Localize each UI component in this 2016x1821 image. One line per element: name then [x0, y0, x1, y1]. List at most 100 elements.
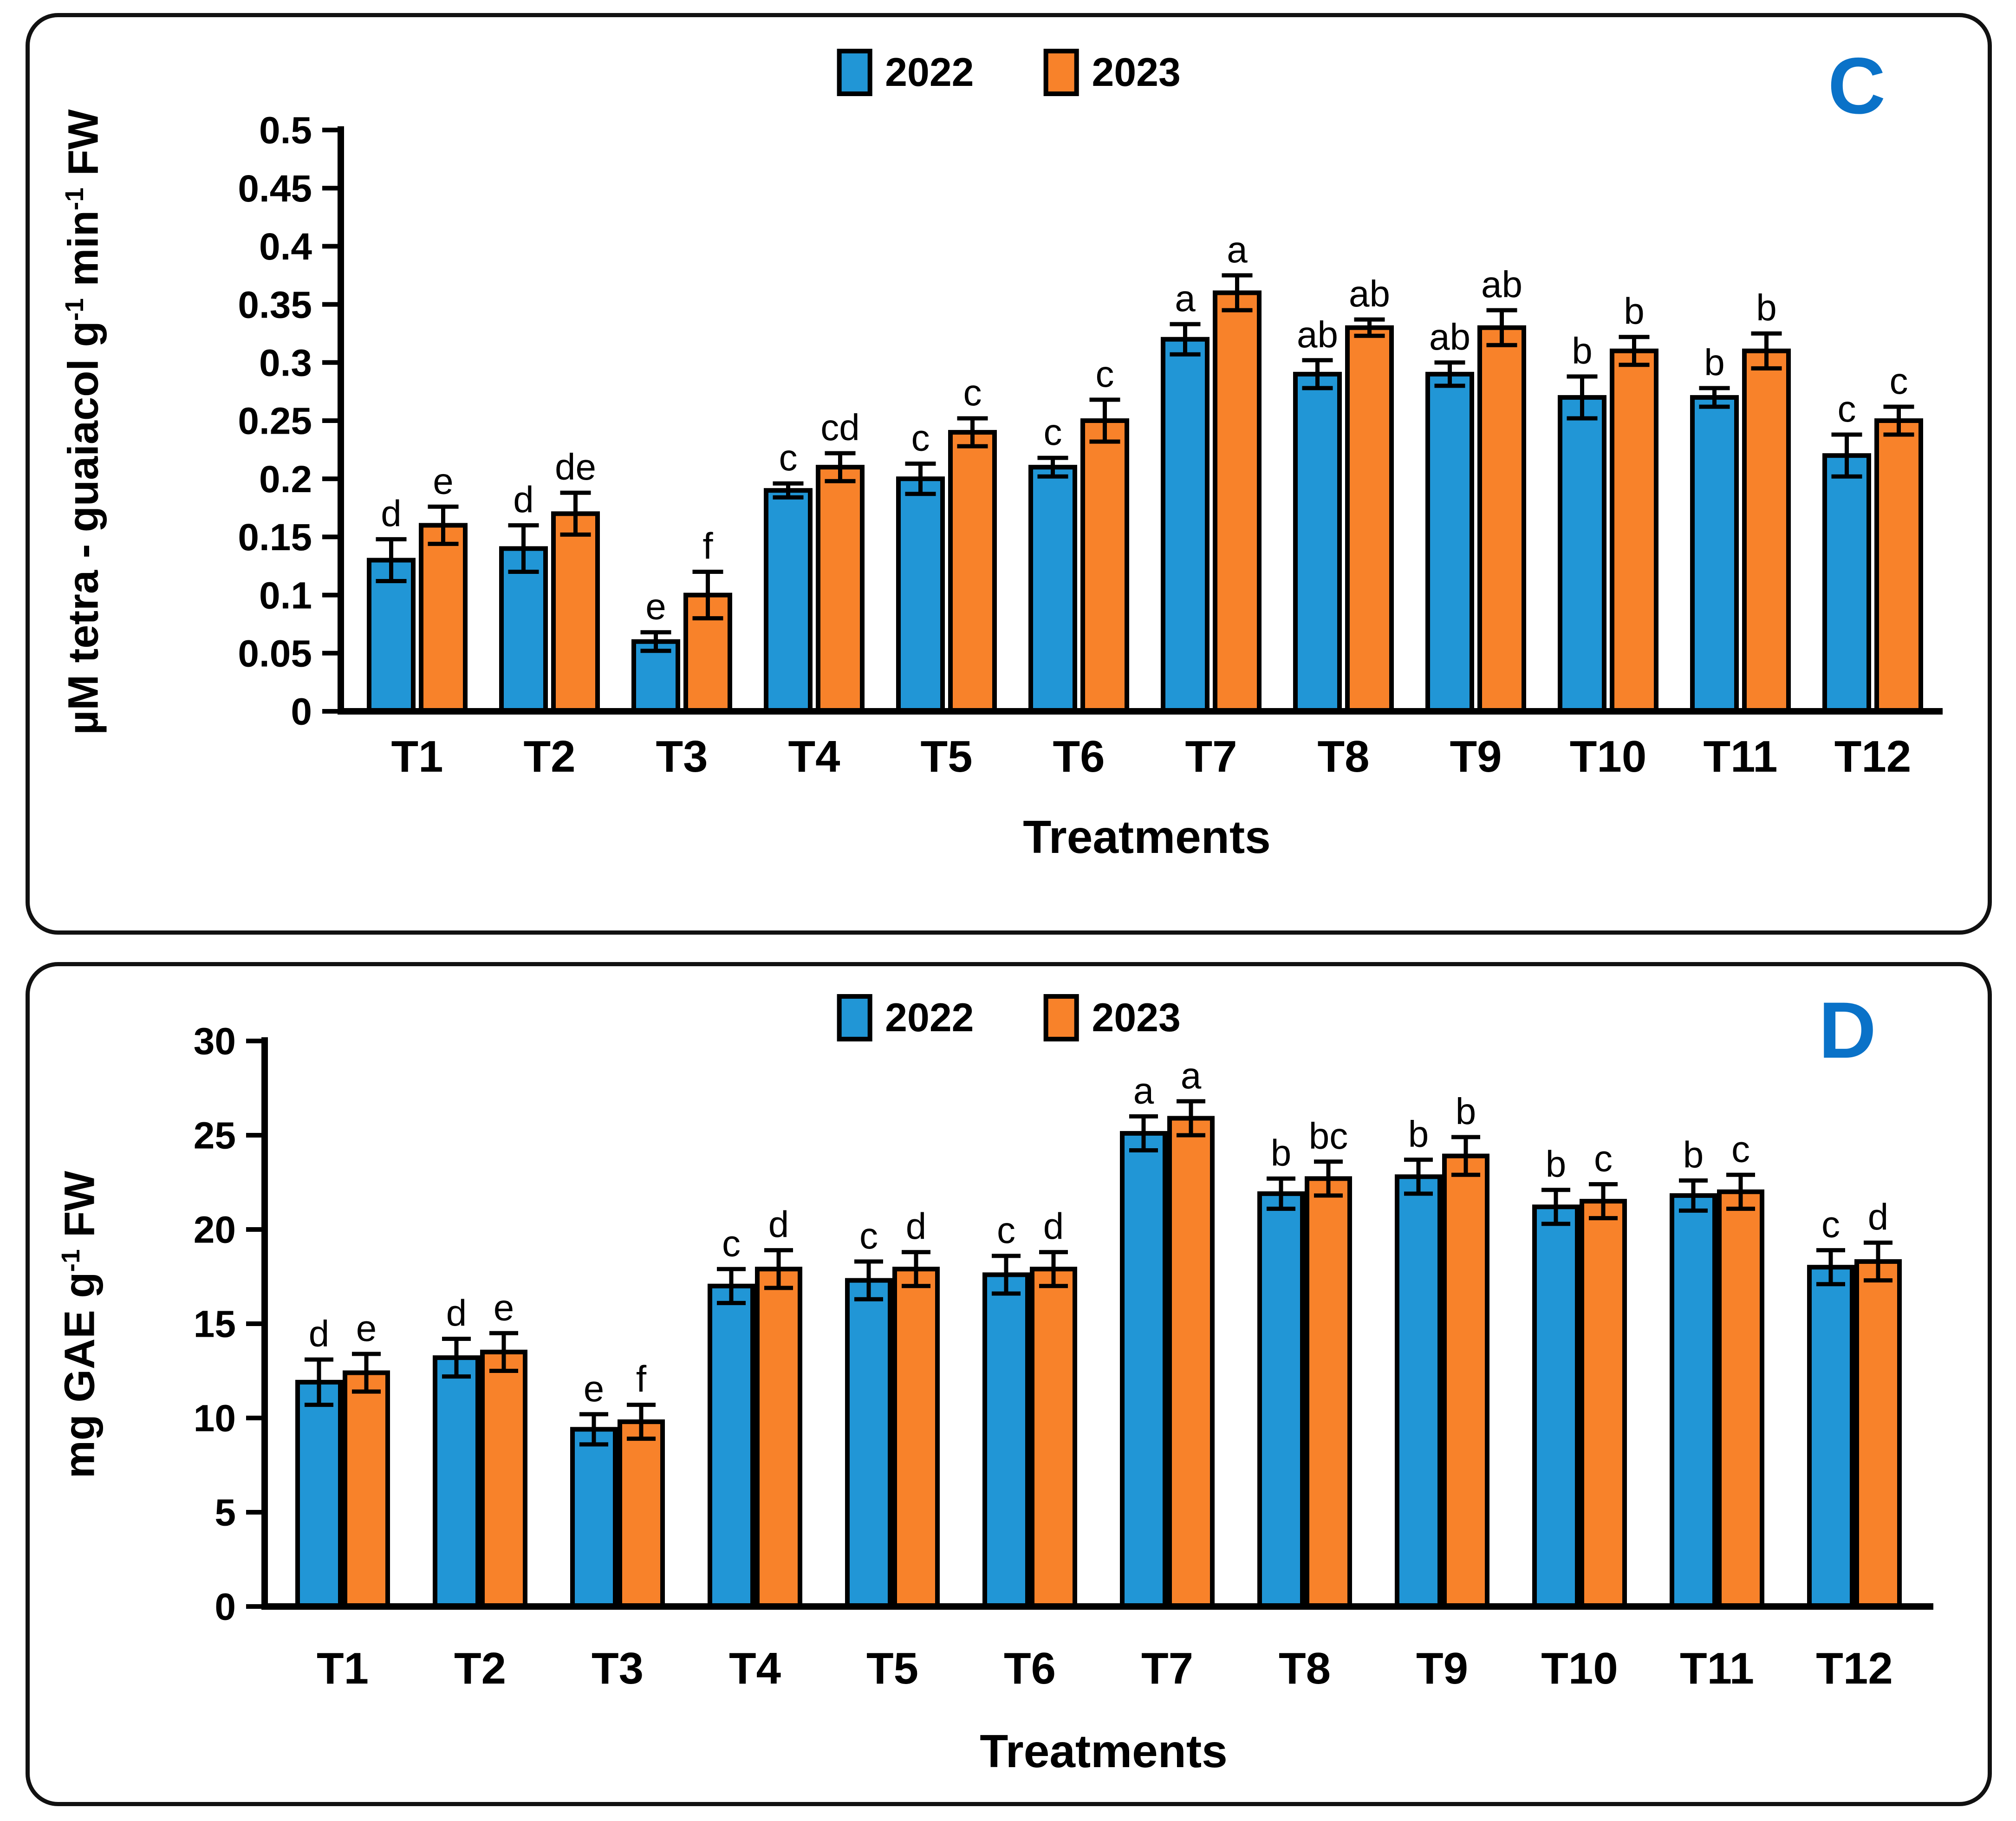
bar-2023-T9: [1442, 1153, 1489, 1609]
bar-2023-T11: [1742, 348, 1791, 714]
x-axis-title: Treatments: [980, 1725, 1228, 1777]
sig-letter-2023-T11: b: [1756, 287, 1777, 328]
sig-letter-2022-T4: c: [722, 1223, 741, 1264]
sig-letter-2023-T9: ab: [1481, 264, 1522, 305]
bar-2023-T5: [892, 1267, 940, 1609]
bar-2023-T2: [551, 511, 600, 714]
error-bar-2022-T2: [442, 1336, 471, 1379]
error-bar-2023-T9: [1486, 308, 1517, 347]
sig-letter-2023-T1: e: [356, 1307, 377, 1349]
bar-2022-T9: [1425, 371, 1474, 714]
error-bar-2022-T11: [1699, 386, 1730, 409]
y-tick-label: 0.05: [238, 633, 312, 675]
bar-2023-T6: [1080, 418, 1129, 714]
error-bar-2023-T7: [1177, 1099, 1205, 1138]
sig-letter-2022-T7: a: [1133, 1070, 1154, 1111]
bar-2022-T7: [1120, 1131, 1167, 1609]
bar-2023-T8: [1345, 325, 1394, 714]
sig-letter-2023-T6: c: [1096, 353, 1114, 395]
error-bar-2022-T3: [640, 630, 671, 653]
error-bar-2023-T5: [902, 1250, 930, 1288]
y-tick-label: 0.4: [259, 226, 312, 268]
bar-2023-T6: [1030, 1267, 1077, 1609]
x-tick-label-T10: T10: [1541, 1644, 1618, 1693]
legend-item-2022: 2022: [837, 49, 974, 96]
sig-letter-2023-T9: b: [1456, 1091, 1476, 1132]
bar-2022-T12: [1822, 453, 1871, 714]
error-bar-2022-T7: [1170, 322, 1201, 357]
sig-letter-2023-T1: e: [433, 460, 454, 501]
sig-letter-2022-T10: b: [1546, 1144, 1567, 1185]
error-bar-2022-T9: [1434, 360, 1465, 388]
error-bar-2023-T3: [692, 570, 723, 621]
sig-letter-2023-T3: f: [702, 526, 713, 567]
error-bar-2022-T7: [1129, 1114, 1158, 1152]
y-axis-label: µM tetra - guaiacol g-1 min-1 FW: [59, 109, 107, 735]
error-bar-2022-T5: [854, 1259, 883, 1301]
sig-letter-2022-T12: c: [1838, 388, 1856, 429]
error-bar-2022-T12: [1816, 1248, 1845, 1287]
sig-letter-2022-T1: d: [309, 1313, 330, 1354]
error-bar-2022-T8: [1267, 1176, 1295, 1211]
x-tick-label-T8: T8: [1279, 1644, 1331, 1693]
legend-item-2023: 2023: [1043, 994, 1181, 1041]
error-bar-2022-T1: [376, 537, 407, 584]
bar-2022-T11: [1670, 1193, 1717, 1609]
error-bar-2023-T10: [1589, 1182, 1618, 1221]
error-bar-2023-T8: [1314, 1159, 1343, 1198]
error-bar-2022-T9: [1404, 1158, 1433, 1196]
y-tick-label: 0.2: [259, 458, 312, 501]
sig-letter-2023-T5: c: [963, 372, 982, 413]
sig-letter-2022-T6: c: [997, 1210, 1015, 1251]
panel-letter-d: D: [1818, 986, 1876, 1075]
sig-letter-2023-T4: cd: [820, 407, 860, 448]
sig-letter-2022-T5: c: [859, 1215, 878, 1256]
bar-2023-T11: [1717, 1189, 1764, 1609]
x-tick-label-T3: T3: [592, 1644, 644, 1693]
x-tick-label-T4: T4: [729, 1644, 781, 1693]
bar-2022-T4: [764, 488, 813, 714]
sig-letter-2022-T9: b: [1408, 1113, 1429, 1155]
bar-2022-T6: [1028, 465, 1077, 714]
x-tick-label-T1: T1: [391, 732, 443, 781]
error-bar-2022-T5: [905, 462, 936, 496]
sig-letter-2022-T10: b: [1572, 330, 1593, 371]
bar-2022-T6: [982, 1272, 1030, 1609]
bar-chart-peroxidase: 00.050.10.150.20.250.30.350.40.450.5deT1…: [238, 110, 1943, 863]
x-tick-label-T9: T9: [1450, 732, 1502, 781]
bar-2022-T8: [1257, 1191, 1305, 1609]
sig-letter-2022-T8: b: [1271, 1132, 1292, 1173]
sig-letter-2023-T5: d: [906, 1206, 927, 1247]
sig-letter-2022-T4: c: [779, 437, 798, 478]
error-bar-2023-T7: [1222, 273, 1253, 312]
sig-letter-2022-T3: e: [584, 1368, 605, 1409]
sig-letter-2023-T11: c: [1731, 1128, 1750, 1170]
bar-2022-T11: [1690, 395, 1739, 714]
sig-letter-2022-T11: b: [1683, 1134, 1704, 1175]
sig-letter-2023-T10: c: [1594, 1138, 1613, 1179]
error-bar-2023-T8: [1354, 317, 1385, 338]
error-bar-2022-T4: [717, 1267, 746, 1305]
bar-2023-T12: [1874, 418, 1923, 714]
bar-2022-T5: [845, 1278, 892, 1609]
x-tick-label-T11: T11: [1680, 1644, 1754, 1693]
y-tick-label: 30: [194, 1021, 236, 1063]
error-bar-2023-T6: [1039, 1250, 1068, 1288]
sig-letter-2023-T3: f: [636, 1359, 647, 1400]
sig-letter-2023-T7: a: [1227, 229, 1248, 270]
error-bar-2022-T8: [1302, 358, 1333, 390]
bar-2023-T10: [1580, 1199, 1627, 1609]
legend-label-2023: 2023: [1092, 995, 1181, 1040]
bar-2023-T1: [419, 523, 468, 714]
bar-2023-T4: [816, 465, 865, 714]
sig-letter-2022-T1: d: [381, 493, 402, 534]
bar-2023-T3: [618, 1419, 665, 1609]
legend-label-2023: 2023: [1092, 50, 1181, 95]
error-bar-2023-T10: [1619, 335, 1650, 367]
y-tick-label: 0.15: [238, 516, 312, 559]
y-tick-label: 0.45: [238, 168, 312, 210]
x-tick-label-T8: T8: [1317, 732, 1369, 781]
sig-letter-2022-T12: c: [1821, 1204, 1840, 1245]
error-bar-2022-T10: [1541, 1188, 1570, 1226]
